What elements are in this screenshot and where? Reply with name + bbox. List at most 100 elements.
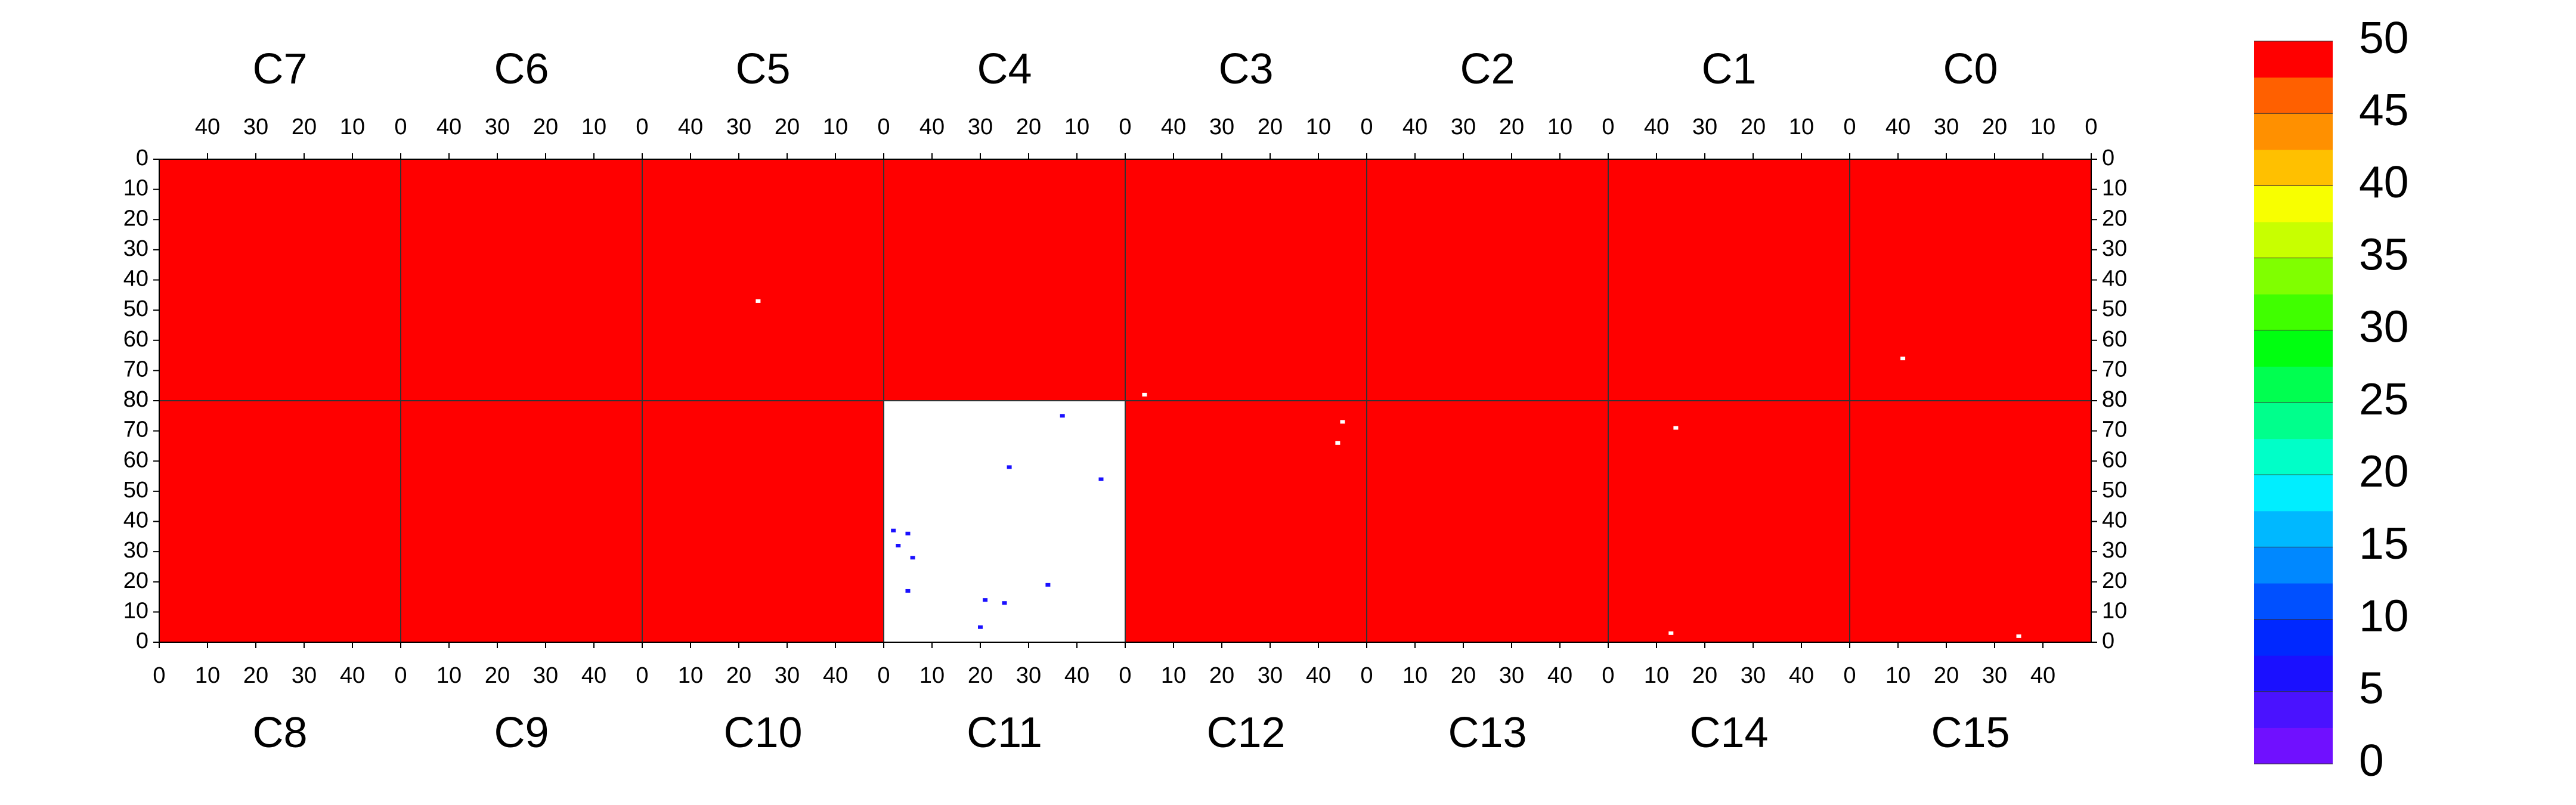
panel-title: C11 bbox=[967, 709, 1042, 757]
x-tick-label: 0 bbox=[636, 114, 648, 140]
x-tick-label: 40 bbox=[1161, 114, 1186, 140]
x-tick-label: 30 bbox=[1209, 114, 1234, 140]
colorbar-label: 20 bbox=[2359, 446, 2408, 496]
panel-title: C4 bbox=[977, 45, 1032, 93]
colorbar-segment bbox=[2254, 691, 2333, 728]
x-tick-label: 10 bbox=[2030, 114, 2055, 140]
heatmap-cell bbox=[2016, 634, 2021, 638]
colorbar-segment bbox=[2254, 294, 2333, 331]
x-tick-label: 0 bbox=[1360, 114, 1373, 140]
heatmap-cell bbox=[1142, 392, 1147, 397]
colorbar-segment bbox=[2254, 366, 2333, 403]
x-tick-label: 0 bbox=[1119, 663, 1131, 688]
y-tick-label: 70 bbox=[2102, 417, 2127, 442]
x-tick-label: 30 bbox=[292, 663, 317, 688]
y-tick-label: 0 bbox=[2102, 628, 2114, 654]
x-tick-label: 30 bbox=[1982, 663, 2007, 688]
heatmap-cell bbox=[891, 528, 896, 532]
y-tick-label: 30 bbox=[123, 236, 148, 261]
colorbar-segment bbox=[2254, 402, 2333, 439]
y-tick-label: 0 bbox=[2102, 145, 2114, 171]
y-tick-label: 30 bbox=[123, 538, 148, 563]
heatmap-panel bbox=[1608, 159, 1850, 401]
x-tick-label: 30 bbox=[1692, 114, 1717, 140]
colorbar-label: 40 bbox=[2359, 157, 2408, 207]
heatmap-panel bbox=[401, 401, 642, 642]
colorbar-label: 5 bbox=[2359, 663, 2384, 713]
heatmap-cell bbox=[1673, 426, 1679, 430]
y-tick-label: 80 bbox=[2102, 387, 2127, 412]
x-tick-label: 20 bbox=[243, 663, 268, 688]
x-tick-label: 10 bbox=[823, 114, 848, 140]
x-tick-label: 40 bbox=[340, 663, 365, 688]
heatmap-panel bbox=[159, 159, 401, 401]
colorbar-segment bbox=[2254, 619, 2333, 656]
colorbar-segment bbox=[2254, 330, 2333, 367]
x-tick-label: 20 bbox=[1209, 663, 1234, 688]
x-tick-label: 20 bbox=[533, 114, 558, 140]
heatmap-cell bbox=[756, 299, 761, 303]
y-tick-label: 30 bbox=[2102, 236, 2127, 261]
x-tick-label: 10 bbox=[1161, 663, 1186, 688]
y-tick-label: 80 bbox=[123, 387, 148, 412]
colorbar-label: 30 bbox=[2359, 302, 2408, 352]
x-tick-label: 20 bbox=[1692, 663, 1717, 688]
y-tick-label: 40 bbox=[123, 508, 148, 533]
x-tick-label: 10 bbox=[1547, 114, 1572, 140]
heatmap-panel bbox=[159, 401, 401, 642]
x-tick-label: 0 bbox=[1119, 114, 1131, 140]
panel-title: C0 bbox=[1943, 45, 1998, 93]
x-tick-label: 40 bbox=[581, 663, 606, 688]
x-tick-label: 40 bbox=[436, 114, 462, 140]
x-tick-label: 0 bbox=[1360, 663, 1373, 688]
panel-title: C12 bbox=[1206, 709, 1285, 757]
x-tick-label: 20 bbox=[292, 114, 317, 140]
x-tick-label: 30 bbox=[243, 114, 268, 140]
x-tick-label: 0 bbox=[1602, 663, 1614, 688]
x-tick-label: 40 bbox=[1644, 114, 1669, 140]
x-tick-label: 40 bbox=[2030, 663, 2055, 688]
colorbar-segment bbox=[2254, 222, 2333, 259]
x-tick-label: 30 bbox=[1741, 663, 1766, 688]
x-tick-label: 30 bbox=[485, 114, 510, 140]
y-tick-label: 30 bbox=[2102, 538, 2127, 563]
heatmap-cell bbox=[910, 556, 915, 560]
y-tick-label: 80 bbox=[123, 387, 148, 412]
x-tick-label: 30 bbox=[1451, 114, 1476, 140]
y-tick-label: 10 bbox=[123, 176, 148, 201]
colorbar-segment bbox=[2254, 583, 2333, 620]
plot-frame bbox=[159, 159, 2092, 643]
x-tick-label: 10 bbox=[1885, 663, 1911, 688]
y-tick-label: 50 bbox=[2102, 478, 2127, 503]
heatmap-panel bbox=[1850, 401, 2091, 642]
colorbar-segment bbox=[2254, 77, 2333, 114]
colorbar-segment bbox=[2254, 258, 2333, 295]
x-tick-label: 10 bbox=[1644, 663, 1669, 688]
x-tick-label: 40 bbox=[195, 114, 220, 140]
heatmap-panel bbox=[1850, 159, 2091, 401]
heatmap-cell bbox=[983, 598, 988, 602]
colorbar-label: 50 bbox=[2359, 13, 2408, 63]
x-tick-label: 40 bbox=[1306, 663, 1331, 688]
x-tick-label: 10 bbox=[1064, 114, 1089, 140]
x-tick-label: 30 bbox=[1016, 663, 1041, 688]
colorbar-label: 10 bbox=[2359, 590, 2408, 640]
panel-title: C1 bbox=[1701, 45, 1756, 93]
x-tick-label: 20 bbox=[968, 663, 993, 688]
x-tick-label: 20 bbox=[726, 663, 751, 688]
x-tick-label: 30 bbox=[533, 663, 558, 688]
heatmap-panel bbox=[884, 159, 1125, 401]
x-tick-label: 0 bbox=[2085, 114, 2097, 140]
colorbar-segment bbox=[2254, 185, 2333, 222]
x-tick-label: 0 bbox=[877, 114, 890, 140]
x-tick-label: 30 bbox=[1499, 663, 1524, 688]
panel-title: C2 bbox=[1460, 45, 1515, 93]
x-tick-label: 0 bbox=[877, 663, 890, 688]
colorbar-segment bbox=[2254, 510, 2333, 547]
heatmap-cell bbox=[1340, 420, 1345, 424]
x-tick-label: 10 bbox=[1402, 663, 1428, 688]
heatmap-cell bbox=[896, 544, 901, 547]
x-tick-label: 20 bbox=[1982, 114, 2007, 140]
colorbar-label: 45 bbox=[2359, 85, 2408, 135]
x-tick-label: 20 bbox=[1741, 114, 1766, 140]
